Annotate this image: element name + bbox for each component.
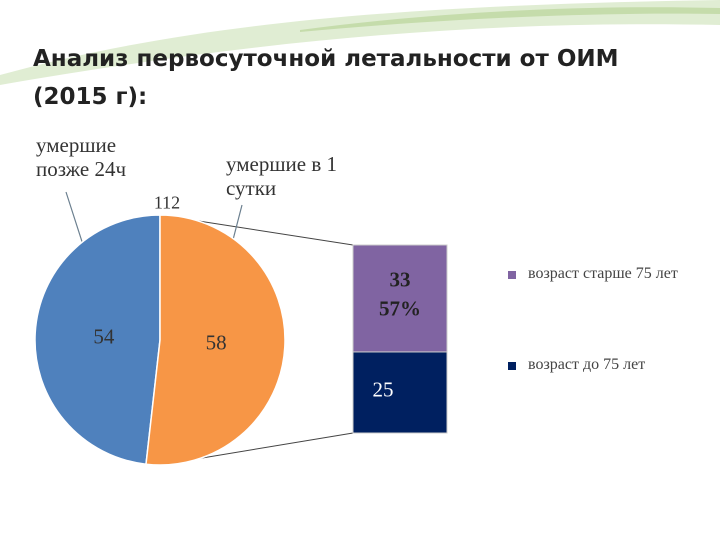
annotation: умершие позже 24ч [36,133,127,181]
legend-label: возраст старше 75 лет [528,265,678,282]
title: Анализ первосуточной летальности от ОИМ … [33,46,619,110]
legend-marker [508,271,516,279]
legend-marker [508,362,516,370]
decoration [300,7,720,32]
legend-label: возраст до 75 лет [528,356,646,373]
data-label: 25 [372,377,394,402]
total-label: 112 [153,192,181,213]
data-label: 58 [205,330,227,355]
percent-label: 57% [379,296,421,321]
data-label: 54 [93,324,115,349]
bar-segment [352,244,448,353]
pie-slice [145,214,286,466]
decoration [0,0,720,85]
data-label: 33 [389,267,411,292]
annotation: умершие в 1 сутки [226,152,337,200]
bar-segment [352,351,448,434]
pie-slice [34,214,161,466]
